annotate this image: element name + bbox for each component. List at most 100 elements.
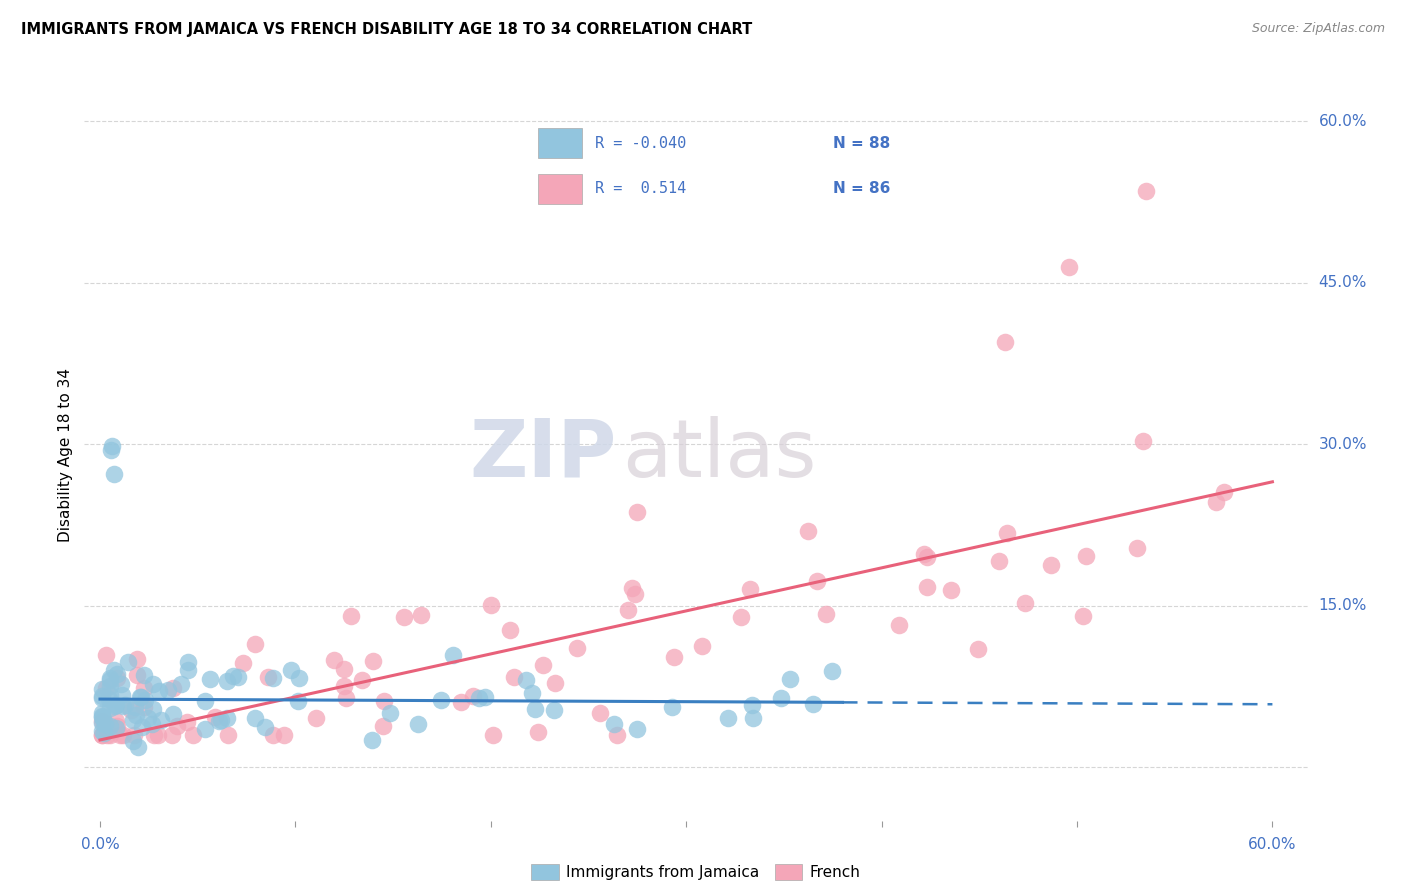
Point bbox=[181, 728, 204, 742]
Point bbox=[93, 725, 115, 739]
Point bbox=[208, 714, 231, 729]
Point bbox=[717, 711, 740, 725]
Point bbox=[526, 725, 548, 739]
Point bbox=[620, 581, 643, 595]
Text: Source: ZipAtlas.com: Source: ZipAtlas.com bbox=[1251, 22, 1385, 36]
Point bbox=[129, 690, 152, 704]
Point bbox=[430, 693, 453, 707]
Point bbox=[143, 728, 166, 742]
Point bbox=[100, 688, 122, 702]
Point bbox=[1057, 260, 1080, 274]
Point bbox=[198, 673, 221, 687]
Point bbox=[589, 706, 612, 720]
Point bbox=[741, 698, 763, 712]
Point bbox=[814, 607, 837, 621]
Point bbox=[371, 719, 394, 733]
Point bbox=[91, 712, 114, 726]
Point bbox=[463, 689, 485, 703]
Point bbox=[120, 704, 142, 718]
Point bbox=[335, 691, 357, 706]
Point bbox=[626, 722, 648, 736]
Point bbox=[129, 690, 152, 704]
Point bbox=[91, 710, 114, 724]
Point bbox=[122, 728, 145, 742]
Point bbox=[1135, 185, 1157, 199]
Point bbox=[441, 648, 464, 662]
Point bbox=[340, 609, 363, 624]
Point bbox=[273, 728, 295, 742]
Point bbox=[204, 710, 226, 724]
Point bbox=[148, 683, 170, 698]
Point bbox=[821, 664, 844, 678]
Point bbox=[132, 699, 155, 714]
Point bbox=[215, 711, 238, 725]
Point bbox=[474, 690, 496, 705]
Point bbox=[1074, 549, 1097, 563]
Point bbox=[98, 719, 121, 733]
Point bbox=[221, 669, 243, 683]
Point bbox=[91, 690, 114, 704]
Point bbox=[176, 715, 198, 730]
Point bbox=[520, 686, 543, 700]
Point bbox=[157, 682, 180, 697]
Point bbox=[742, 711, 765, 725]
Point bbox=[373, 694, 395, 708]
Point bbox=[779, 673, 801, 687]
Point bbox=[287, 694, 309, 708]
Point bbox=[254, 720, 277, 734]
Point bbox=[105, 667, 128, 681]
Text: 0.0%: 0.0% bbox=[80, 837, 120, 852]
Point bbox=[801, 697, 824, 711]
Point bbox=[915, 550, 938, 565]
Point bbox=[499, 624, 522, 638]
Point bbox=[887, 618, 910, 632]
Point bbox=[994, 334, 1017, 349]
Text: ZIP: ZIP bbox=[470, 416, 616, 494]
Point bbox=[912, 547, 935, 561]
Point bbox=[103, 663, 125, 677]
Text: N = 88: N = 88 bbox=[832, 136, 890, 151]
Point bbox=[995, 525, 1018, 540]
Point bbox=[262, 728, 284, 742]
Point bbox=[209, 713, 232, 727]
Point bbox=[105, 721, 128, 735]
Point bbox=[91, 728, 114, 742]
Point bbox=[110, 677, 132, 691]
Point bbox=[111, 699, 134, 714]
Point bbox=[141, 716, 163, 731]
Point bbox=[305, 710, 328, 724]
Point bbox=[450, 695, 472, 709]
Point bbox=[134, 693, 156, 707]
Point bbox=[606, 728, 628, 742]
Point bbox=[103, 467, 125, 482]
Point bbox=[125, 707, 148, 722]
Point bbox=[125, 667, 148, 681]
Point bbox=[111, 728, 134, 742]
Point bbox=[98, 671, 121, 685]
Point bbox=[1212, 485, 1234, 500]
Text: 60.0%: 60.0% bbox=[1249, 837, 1296, 852]
Point bbox=[105, 719, 128, 733]
Point bbox=[98, 701, 121, 715]
Bar bbox=[538, 174, 582, 204]
Point bbox=[616, 603, 638, 617]
Point bbox=[217, 728, 239, 742]
Point bbox=[122, 734, 145, 748]
Point bbox=[146, 728, 169, 742]
Point bbox=[408, 716, 430, 731]
Text: N = 86: N = 86 bbox=[832, 181, 890, 196]
Point bbox=[117, 655, 139, 669]
Point bbox=[177, 655, 200, 669]
Point bbox=[806, 574, 828, 588]
Point bbox=[332, 679, 354, 693]
Point bbox=[162, 681, 184, 695]
Point bbox=[104, 714, 127, 728]
Point bbox=[915, 580, 938, 594]
Text: atlas: atlas bbox=[623, 416, 817, 494]
Point bbox=[740, 582, 762, 596]
Point bbox=[98, 673, 121, 687]
Point bbox=[797, 524, 820, 538]
Point bbox=[91, 723, 114, 738]
Point bbox=[1132, 434, 1154, 448]
Point bbox=[150, 713, 173, 727]
